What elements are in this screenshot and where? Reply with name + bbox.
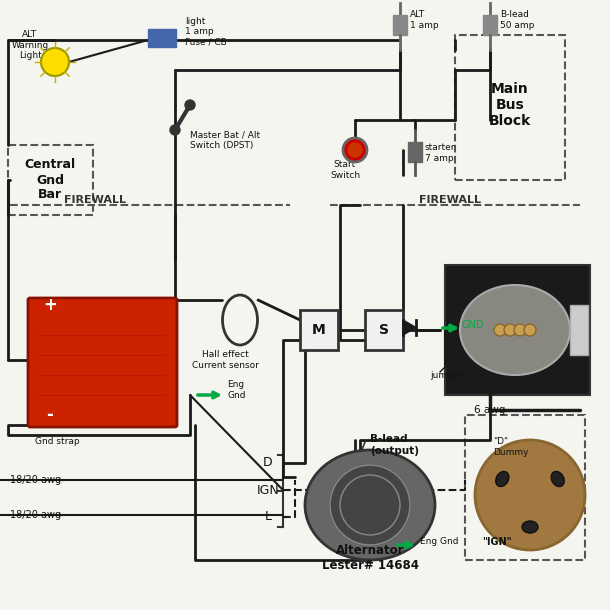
- Text: 18/20 awg: 18/20 awg: [10, 510, 61, 520]
- Circle shape: [494, 324, 506, 336]
- Bar: [445, 265, 590, 395]
- Text: light
1 amp
Fuse / CB: light 1 amp Fuse / CB: [185, 17, 227, 47]
- Text: ALT
1 amp: ALT 1 amp: [410, 10, 439, 30]
- Text: Central
Gnd
Bar: Central Gnd Bar: [24, 159, 76, 201]
- Text: Gnd strap: Gnd strap: [35, 437, 80, 447]
- Text: Main
Bus
Block: Main Bus Block: [489, 82, 531, 128]
- Text: ALT
Warning
Light: ALT Warning Light: [12, 30, 49, 60]
- Circle shape: [514, 324, 526, 336]
- Bar: [408, 142, 422, 162]
- Circle shape: [475, 440, 585, 550]
- Text: S: S: [379, 323, 389, 337]
- Ellipse shape: [460, 285, 570, 375]
- Text: B-lead
50 amp: B-lead 50 amp: [500, 10, 534, 30]
- Circle shape: [504, 324, 516, 336]
- Text: 18/20 awg: 18/20 awg: [10, 475, 61, 485]
- Text: Eng Gnd: Eng Gnd: [420, 537, 459, 547]
- Text: Hall effect
Current sensor: Hall effect Current sensor: [192, 350, 259, 370]
- Ellipse shape: [305, 450, 435, 560]
- Text: L: L: [265, 511, 271, 523]
- Ellipse shape: [522, 521, 538, 533]
- Bar: [393, 15, 407, 35]
- Circle shape: [348, 143, 362, 157]
- Text: D: D: [263, 456, 273, 470]
- Bar: [365, 310, 403, 350]
- Text: FIREWALL: FIREWALL: [419, 195, 481, 205]
- Bar: [465, 415, 585, 560]
- Circle shape: [170, 125, 180, 135]
- FancyBboxPatch shape: [28, 298, 177, 427]
- Text: Eng
Gnd: Eng Gnd: [227, 380, 245, 400]
- Bar: [300, 310, 338, 350]
- Circle shape: [185, 100, 195, 110]
- Ellipse shape: [330, 465, 410, 545]
- Text: FIREWALL: FIREWALL: [64, 195, 126, 205]
- Polygon shape: [403, 320, 416, 335]
- Text: starter
7 amp: starter 7 amp: [425, 143, 456, 163]
- Text: Master Bat / Alt
Switch (DPST): Master Bat / Alt Switch (DPST): [190, 131, 260, 149]
- Bar: [455, 35, 565, 180]
- Text: +: +: [43, 296, 57, 314]
- Text: IGN: IGN: [257, 484, 279, 497]
- Circle shape: [343, 138, 367, 162]
- Ellipse shape: [551, 472, 564, 487]
- Bar: [570, 305, 588, 355]
- Text: -: -: [46, 406, 54, 424]
- Circle shape: [41, 48, 69, 76]
- Ellipse shape: [496, 472, 509, 487]
- Text: Start
Switch: Start Switch: [330, 160, 360, 180]
- Text: "D"
Dummy: "D" Dummy: [493, 437, 528, 457]
- Circle shape: [524, 324, 536, 336]
- Text: GND: GND: [462, 320, 484, 330]
- Bar: [8, 145, 93, 215]
- Text: M: M: [312, 323, 326, 337]
- Text: "IGN": "IGN": [482, 537, 512, 547]
- Text: Alternator
Lester# 14684: Alternator Lester# 14684: [321, 544, 418, 572]
- Text: jumper: jumper: [430, 370, 462, 379]
- Text: 6 awg: 6 awg: [475, 405, 506, 415]
- Bar: [483, 15, 497, 35]
- Text: B-lead
(output): B-lead (output): [370, 434, 419, 456]
- Bar: [148, 29, 176, 47]
